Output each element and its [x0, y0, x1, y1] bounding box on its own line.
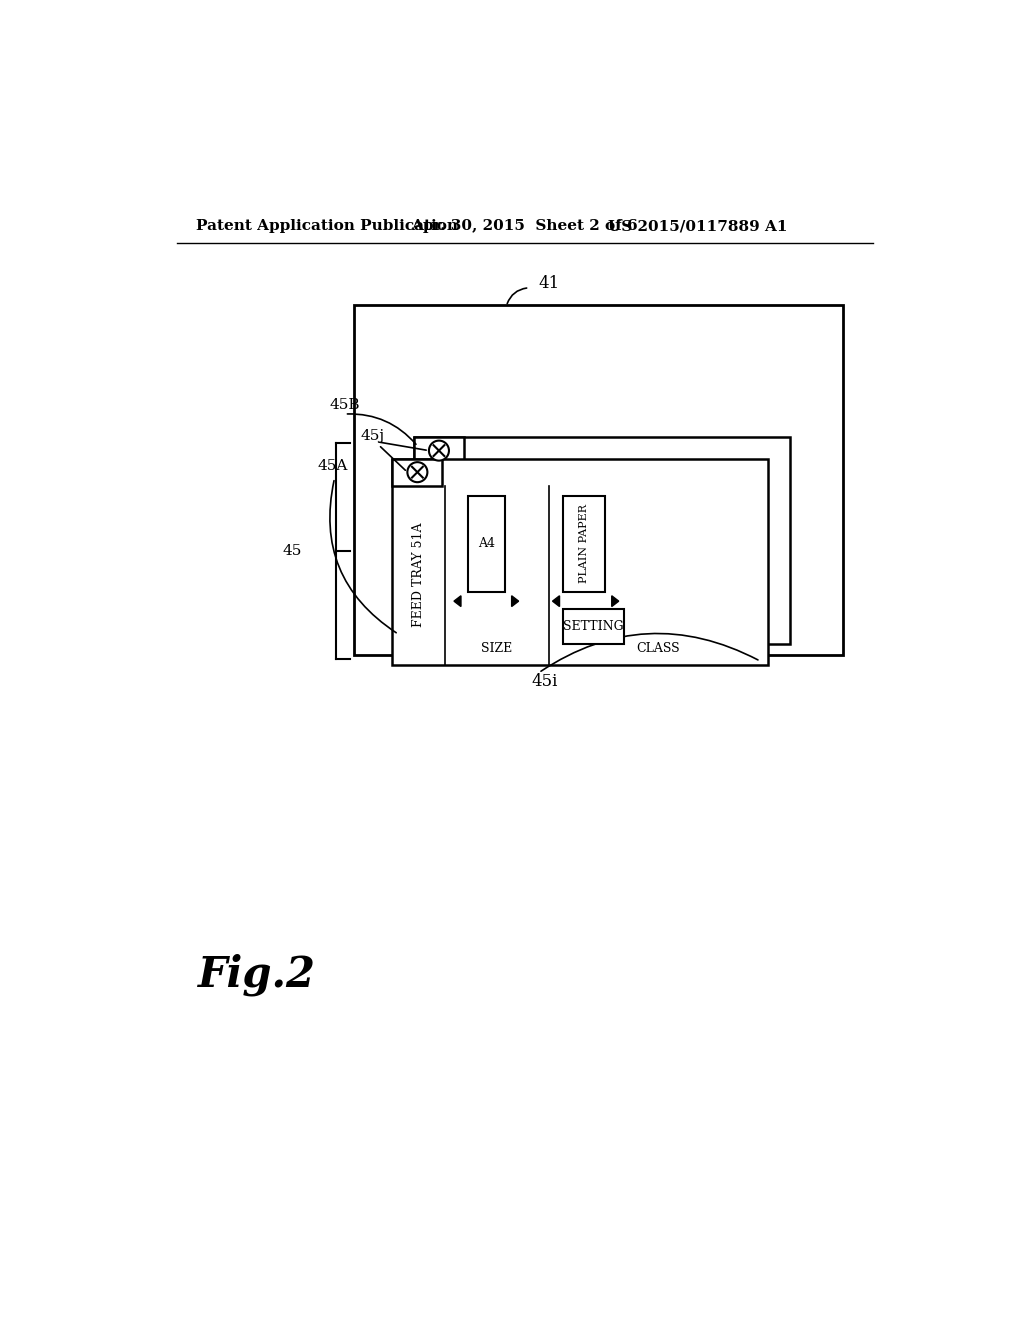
Bar	[392, 459, 442, 486]
Text: SETTING: SETTING	[563, 619, 624, 632]
Polygon shape	[512, 595, 518, 607]
Bar	[562, 496, 605, 591]
Polygon shape	[553, 595, 559, 607]
Text: Patent Application Publication: Patent Application Publication	[196, 219, 458, 234]
Polygon shape	[611, 595, 618, 607]
Polygon shape	[454, 595, 461, 607]
Text: US 2015/0117889 A1: US 2015/0117889 A1	[608, 219, 787, 234]
Bar	[562, 609, 625, 644]
Text: 41: 41	[539, 276, 560, 293]
Text: A4: A4	[478, 537, 495, 550]
Circle shape	[408, 462, 427, 482]
Text: 45B: 45B	[330, 397, 359, 412]
Text: FEED TRAY 51A: FEED TRAY 51A	[412, 523, 425, 627]
Circle shape	[429, 441, 449, 461]
Text: 45: 45	[283, 544, 302, 558]
Text: PLAIN PAPER: PLAIN PAPER	[579, 504, 589, 583]
Text: SIZE: SIZE	[481, 642, 512, 655]
Bar	[468, 496, 505, 591]
Bar	[414, 437, 464, 465]
Bar	[354, 305, 843, 655]
Text: CLASS: CLASS	[637, 642, 680, 655]
Text: Apr. 30, 2015  Sheet 2 of 6: Apr. 30, 2015 Sheet 2 of 6	[412, 219, 638, 234]
Bar	[414, 437, 790, 644]
Text: Fig.2: Fig.2	[199, 953, 316, 995]
Text: 45i: 45i	[531, 673, 557, 690]
Text: 45A: 45A	[317, 459, 348, 474]
Bar	[392, 459, 768, 665]
Text: 45j: 45j	[360, 429, 384, 442]
